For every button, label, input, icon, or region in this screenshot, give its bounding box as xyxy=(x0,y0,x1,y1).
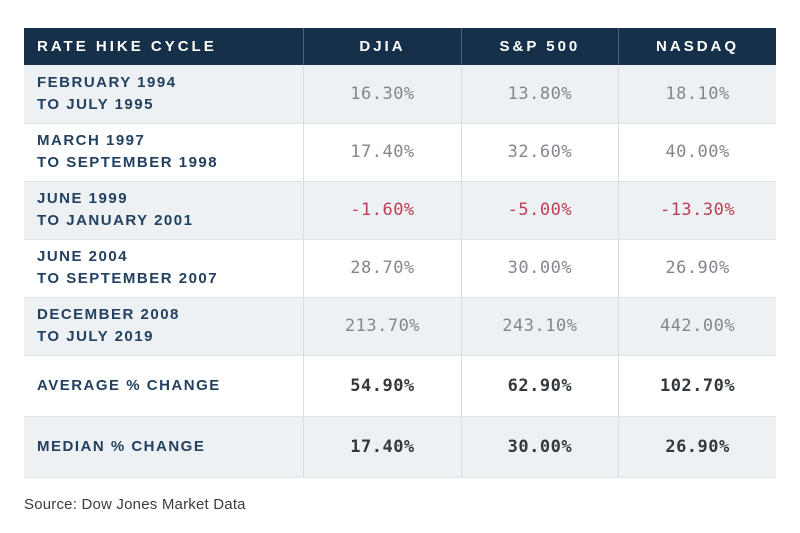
period-end: TO SEPTEMBER 1998 xyxy=(37,154,219,171)
period-start: DECEMBER 2008 xyxy=(37,306,180,324)
djia-value: -1.60% xyxy=(303,181,462,240)
table-row-dec2008-jul2019: DECEMBER 2008 TO JULY 2019 213.70% 243.1… xyxy=(24,297,776,356)
nasdaq-value: 18.10% xyxy=(618,65,776,124)
sp500-value: 32.60% xyxy=(460,123,619,182)
djia-average-value: 54.90% xyxy=(303,355,462,417)
nasdaq-value: 442.00% xyxy=(618,297,776,356)
nasdaq-value: 40.00% xyxy=(618,123,776,182)
sp500-median-value: 30.00% xyxy=(460,416,619,478)
table-row-jun2004-sep2007: JUNE 2004 TO SEPTEMBER 2007 28.70% 30.00… xyxy=(24,239,776,298)
period-end: TO JANUARY 2001 xyxy=(37,212,194,229)
djia-value: 16.30% xyxy=(303,65,462,124)
rate-hike-table: RATE HIKE CYCLE DJIA S&P 500 NASDAQ FEBR… xyxy=(24,28,776,478)
nasdaq-average-value: 102.70% xyxy=(618,355,776,417)
column-header-sp500: S&P 500 xyxy=(460,28,619,65)
period-label: DECEMBER 2008 TO JULY 2019 xyxy=(24,297,304,356)
period-label: FEBRUARY 1994 TO JULY 1995 xyxy=(24,65,304,124)
table-row-mar1997-sep1998: MARCH 1997 TO SEPTEMBER 1998 17.40% 32.6… xyxy=(24,123,776,182)
column-header-nasdaq: NASDAQ xyxy=(618,28,776,65)
column-header-rate-hike-cycle: RATE HIKE CYCLE xyxy=(24,28,304,65)
djia-value: 213.70% xyxy=(303,297,462,356)
sp500-average-value: 62.90% xyxy=(460,355,619,417)
sp500-value: 243.10% xyxy=(460,297,619,356)
djia-value: 28.70% xyxy=(303,239,462,298)
nasdaq-value: -13.30% xyxy=(618,181,776,240)
period-label: MARCH 1997 TO SEPTEMBER 1998 xyxy=(24,123,304,182)
column-header-djia: DJIA xyxy=(303,28,462,65)
period-label: JUNE 2004 TO SEPTEMBER 2007 xyxy=(24,239,304,298)
period-end: TO JULY 1995 xyxy=(37,95,154,113)
sp500-value: -5.00% xyxy=(460,181,619,240)
nasdaq-value: 26.90% xyxy=(618,239,776,298)
table-row-average-change: AVERAGE % CHANGE 54.90% 62.90% 102.70% xyxy=(24,355,776,417)
summary-label: MEDIAN % CHANGE xyxy=(24,416,304,478)
sp500-value: 13.80% xyxy=(460,65,619,124)
table-row-median-change: MEDIAN % CHANGE 17.40% 30.00% 26.90% xyxy=(24,416,776,478)
period-start: MARCH 1997 xyxy=(37,132,146,150)
table-row-feb1994-jul1995: FEBRUARY 1994 TO JULY 1995 16.30% 13.80%… xyxy=(24,65,776,124)
sp500-value: 30.00% xyxy=(460,239,619,298)
period-label: JUNE 1999 TO JANUARY 2001 xyxy=(24,181,304,240)
source-note: Source: Dow Jones Market Data xyxy=(24,495,246,513)
djia-value: 17.40% xyxy=(303,123,462,182)
period-start: JUNE 1999 xyxy=(37,190,129,208)
table-row-jun1999-jan2001: JUNE 1999 TO JANUARY 2001 -1.60% -5.00% … xyxy=(24,181,776,240)
summary-label: AVERAGE % CHANGE xyxy=(24,355,304,417)
period-start: FEBRUARY 1994 xyxy=(37,74,177,91)
djia-median-value: 17.40% xyxy=(303,416,462,478)
table-header-row: RATE HIKE CYCLE DJIA S&P 500 NASDAQ xyxy=(24,28,776,65)
period-end: TO JULY 2019 xyxy=(37,328,154,345)
period-end: TO SEPTEMBER 2007 xyxy=(37,270,219,287)
nasdaq-median-value: 26.90% xyxy=(618,416,776,478)
period-start: JUNE 2004 xyxy=(37,248,129,266)
